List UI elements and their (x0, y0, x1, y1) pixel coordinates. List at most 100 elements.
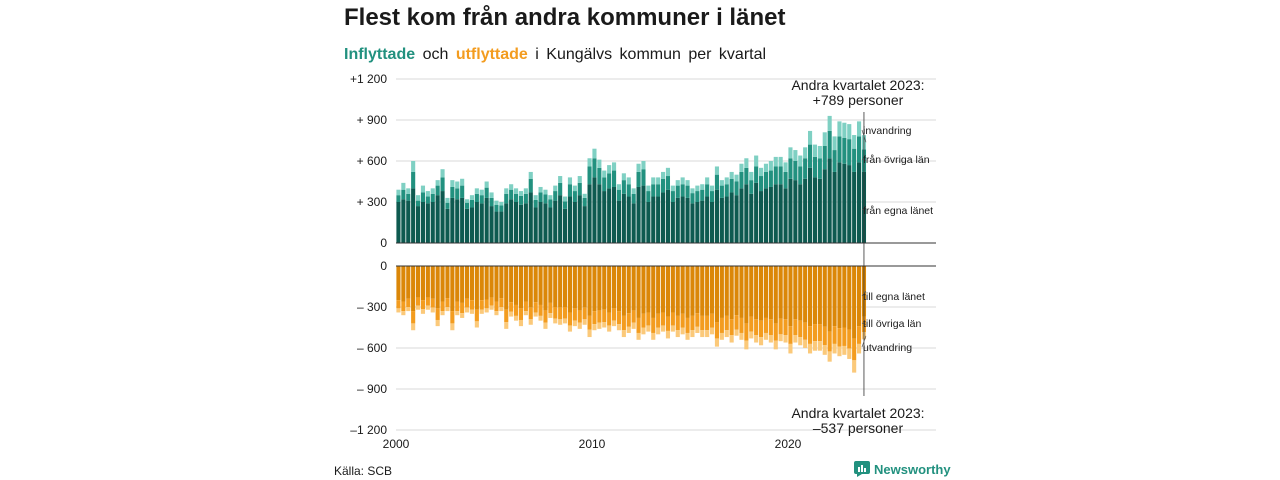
bar-outflow-emigration (474, 321, 479, 328)
bar-outflow-emigration (523, 311, 528, 316)
bar-outflow-own-county (695, 266, 700, 314)
bar-inflow-other-counties (695, 191, 700, 202)
bar-inflow-own-county (822, 169, 827, 243)
bar-outflow-emigration (793, 335, 798, 343)
bar-inflow-immigration (514, 188, 519, 194)
bar-outflow-own-county (651, 266, 656, 318)
bar-outflow-other-counties (759, 320, 764, 338)
bar-inflow-immigration (440, 169, 445, 178)
bar-inflow-immigration (744, 158, 749, 168)
bar-inflow-other-counties (435, 185, 440, 196)
bar-outflow-own-county (631, 266, 636, 311)
bar-outflow-other-counties (616, 311, 622, 325)
bar-outflow-other-counties (430, 298, 435, 308)
bar-outflow-emigration (822, 345, 827, 355)
bar-inflow-own-county (406, 200, 411, 243)
bar-outflow-other-counties (607, 312, 612, 326)
bar-outflow-other-counties (675, 315, 680, 331)
bar-inflow-immigration (430, 188, 435, 194)
bar-outflow-other-counties (420, 300, 426, 310)
bar-outflow-own-county (837, 266, 842, 329)
bar-inflow-other-counties (719, 185, 724, 198)
bar-outflow-emigration (636, 332, 641, 340)
bar-outflow-emigration (494, 311, 499, 316)
bar-inflow-other-counties (538, 192, 543, 202)
bar-inflow-other-counties (509, 189, 514, 200)
bar-inflow-immigration (435, 180, 440, 186)
bar-outflow-own-county (567, 266, 573, 313)
series-label-outflow: utvandring (863, 342, 912, 354)
bar-outflow-own-county (768, 266, 773, 320)
bar-outflow-own-county (572, 266, 577, 309)
bar-inflow-immigration (465, 199, 470, 203)
bar-outflow-other-counties (572, 308, 577, 321)
bar-inflow-other-counties (450, 186, 455, 198)
bar-inflow-own-county (509, 199, 514, 243)
bar-inflow-other-counties (744, 167, 749, 185)
bar-inflow-other-counties (803, 158, 808, 179)
bar-inflow-immigration (793, 150, 798, 161)
bar-outflow-emigration (837, 346, 842, 357)
bar-inflow-immigration (651, 177, 656, 185)
bar-outflow-other-counties (528, 307, 533, 320)
bar-outflow-emigration (518, 319, 524, 327)
bar-outflow-own-county (474, 266, 479, 310)
bar-outflow-own-county (675, 266, 680, 316)
bar-outflow-own-county (602, 266, 607, 310)
bar-outflow-emigration (626, 326, 631, 333)
bar-inflow-immigration (445, 197, 450, 203)
bar-inflow-other-counties (572, 191, 577, 202)
bar-outflow-other-counties (719, 317, 724, 333)
bar-inflow-other-counties (700, 189, 705, 201)
bar-inflow-other-counties (602, 177, 607, 192)
bar-outflow-other-counties (695, 313, 700, 327)
bar-outflow-emigration (528, 319, 533, 325)
bar-inflow-immigration (489, 192, 494, 198)
bar-inflow-own-county (808, 167, 813, 243)
bar-outflow-other-counties (406, 298, 411, 307)
bar-inflow-immigration (768, 161, 773, 171)
annotation-top-line1: Andra kvartalet 2023: (791, 77, 924, 93)
bar-inflow-own-county (592, 177, 597, 243)
bar-outflow-own-county (710, 266, 715, 314)
bar-outflow-own-county (489, 266, 494, 298)
bar-inflow-other-counties (420, 192, 426, 202)
bar-outflow-emigration (582, 319, 587, 325)
bar-outflow-own-county (827, 266, 832, 332)
bar-outflow-emigration (572, 320, 577, 327)
bar-outflow-emigration (538, 315, 543, 321)
bar-outflow-emigration (744, 340, 749, 350)
bar-inflow-other-counties (631, 193, 636, 204)
bar-outflow-other-counties (621, 315, 626, 331)
bar-outflow-emigration (460, 313, 465, 318)
bar-inflow-other-counties (518, 195, 524, 205)
bar-outflow-emigration (509, 311, 514, 317)
bar-inflow-other-counties (548, 199, 553, 208)
bar-outflow-other-counties (411, 311, 416, 324)
bar-outflow-emigration (847, 348, 852, 359)
bar-outflow-other-counties (778, 318, 783, 335)
bar-outflow-own-county (612, 266, 617, 309)
bar-inflow-other-counties (793, 161, 798, 181)
bar-inflow-immigration (680, 177, 685, 185)
x-tick-label: 2020 (775, 437, 802, 451)
bar-inflow-other-counties (577, 182, 582, 196)
bar-inflow-other-counties (656, 184, 661, 197)
bar-inflow-other-counties (582, 197, 587, 207)
bar-outflow-emigration (695, 326, 700, 333)
series-leader-inflow (861, 129, 867, 143)
bar-inflow-own-county (553, 200, 558, 243)
bar-inflow-own-county (455, 199, 460, 243)
bar-inflow-other-counties (469, 199, 475, 208)
bar-inflow-immigration (621, 173, 626, 181)
bar-inflow-own-county (440, 191, 445, 243)
bar-inflow-other-counties (563, 201, 568, 209)
bar-outflow-other-counties (656, 313, 661, 328)
bar-inflow-other-counties (425, 196, 430, 204)
bar-outflow-own-county (528, 266, 533, 308)
bar-outflow-other-counties (538, 304, 543, 316)
bar-inflow-own-county (631, 203, 636, 243)
bar-inflow-own-county (680, 196, 685, 243)
bar-outflow-other-counties (597, 310, 602, 323)
bar-outflow-emigration (656, 327, 661, 335)
